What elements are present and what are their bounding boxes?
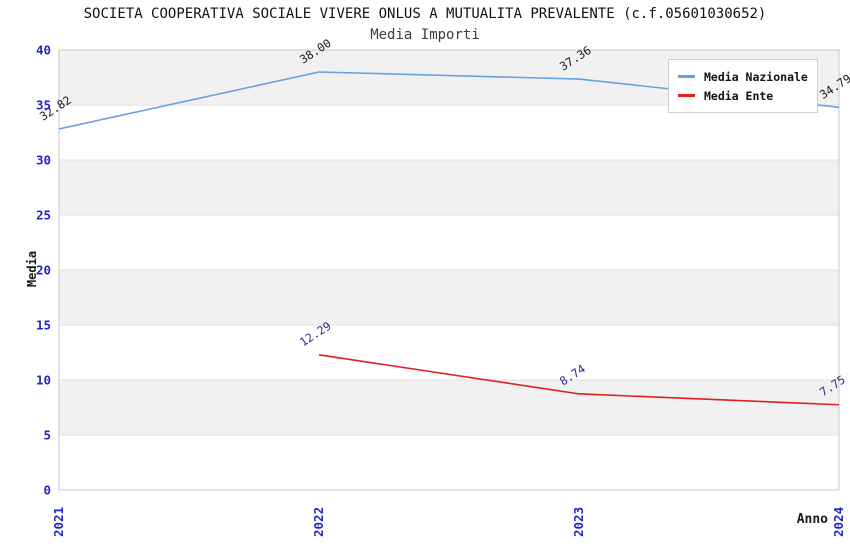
plot-band (59, 270, 839, 325)
plot-border (58, 49, 840, 491)
legend-item-nazionale: Media Nazionale (678, 67, 808, 86)
x-tick-label: 2024 (831, 507, 846, 537)
plot-band (59, 215, 839, 270)
plot-band (59, 105, 839, 160)
y-tick-label: 25 (36, 208, 51, 223)
plot-band (59, 380, 839, 435)
y-axis-title: Media (25, 250, 39, 288)
y-tick-label: 10 (36, 373, 51, 388)
x-tick-label: 2022 (311, 507, 326, 537)
series-line-1 (318, 354, 840, 406)
plot-band (59, 160, 839, 215)
chart-title: SOCIETA COOPERATIVA SOCIALE VIVERE ONLUS… (83, 6, 767, 22)
x-axis-title: Anno (796, 512, 828, 527)
y-tick-label: 30 (36, 153, 51, 168)
legend-item-ente: Media Ente (678, 86, 808, 105)
y-tick-label: 35 (36, 98, 51, 113)
chart-subtitle: Media Importi (370, 27, 480, 43)
legend-label-ente: Media Ente (704, 88, 774, 103)
plot-band (59, 325, 839, 380)
legend-swatch-nazionale-icon (678, 75, 695, 78)
x-tick-label: 2023 (571, 507, 586, 537)
y-tick-label: 15 (36, 318, 51, 333)
y-tick-label: 40 (36, 43, 51, 58)
plot-band (59, 435, 839, 490)
y-tick-label: 5 (43, 428, 51, 443)
legend-swatch-ente-icon (678, 94, 695, 97)
legend-label-nazionale: Media Nazionale (704, 69, 808, 84)
x-tick-label: 2021 (51, 507, 66, 537)
y-tick-label: 0 (43, 483, 51, 498)
legend: Media Nazionale Media Ente (668, 59, 818, 113)
y-tick-label: 20 (36, 263, 51, 278)
